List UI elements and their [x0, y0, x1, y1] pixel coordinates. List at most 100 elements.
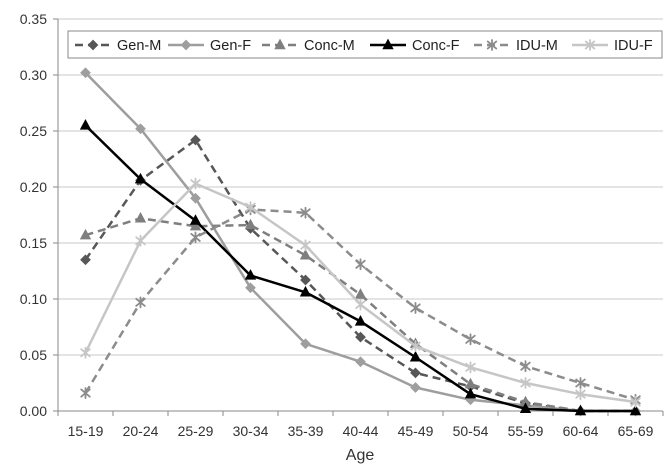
legend-swatch-gen-f: [168, 39, 204, 51]
data-point-conc-f: [189, 214, 202, 225]
x-axis-title: Age: [346, 447, 375, 464]
data-point-conc-m: [244, 218, 257, 230]
data-point-conc-f: [244, 269, 257, 280]
data-point-conc-f: [519, 402, 532, 413]
data-point-idu-f: [520, 377, 531, 389]
data-point-idu-f: [245, 201, 256, 214]
y-tick-label: 0.20: [20, 179, 47, 195]
data-point-idu-m: [300, 206, 311, 219]
x-tick-label: 40-44: [343, 423, 379, 439]
x-tick-label: 35-39: [288, 423, 324, 439]
x-tick-label: 50-54: [453, 423, 489, 439]
data-point-gen-f: [80, 67, 91, 79]
data-point-idu-f: [630, 396, 641, 408]
x-tick-label: 25-29: [178, 423, 214, 439]
data-point-idu-m: [465, 333, 476, 346]
data-point-gen-f: [135, 123, 146, 135]
data-point-idu-f: [135, 234, 146, 247]
legend-label: Conc-M: [304, 38, 355, 54]
legend-marker: [87, 39, 99, 51]
data-point-gen-f: [190, 192, 201, 204]
data-point-conc-m: [79, 228, 92, 240]
data-point-conc-m: [189, 219, 202, 231]
legend-item: IDU-F: [572, 38, 653, 54]
data-point-idu-m: [80, 387, 91, 399]
x-tick-label: 15-19: [68, 423, 104, 439]
series-line-gen-m: [84, 138, 636, 413]
legend-item: Gen-F: [168, 38, 251, 54]
x-tick-label: 45-49: [398, 423, 434, 439]
x-tick-label: 30-34: [233, 423, 269, 439]
legend-marker: [584, 39, 596, 51]
data-point-idu-f: [80, 346, 91, 359]
legend-label: Conc-F: [412, 38, 460, 54]
legend-item: Gen-M: [75, 38, 161, 54]
x-tick-label: 60-64: [563, 423, 599, 439]
data-point-idu-m: [520, 360, 531, 373]
data-point-gen-f: [245, 282, 256, 294]
data-point-gen-f: [410, 382, 421, 393]
legend-swatch-gen-m: [75, 39, 111, 51]
legend-marker: [382, 38, 394, 50]
data-point-idu-f: [300, 239, 311, 252]
legend-item: Conc-F: [370, 38, 460, 54]
data-point-gen-m: [80, 254, 91, 266]
series-layer: [79, 67, 642, 417]
data-point-idu-m: [355, 258, 366, 271]
data-point-conc-f: [299, 285, 312, 297]
legend-swatch-conc-f: [370, 38, 406, 50]
y-tick-label: 0.10: [20, 291, 47, 307]
data-point-conc-f: [464, 387, 477, 399]
data-point-conc-f: [79, 119, 92, 130]
data-point-conc-m: [134, 212, 147, 223]
y-tick-label: 0.25: [20, 123, 47, 139]
data-point-idu-m: [190, 231, 201, 244]
legend-box: [67, 30, 663, 59]
series-line-conc-m: [85, 217, 636, 413]
legend-swatch-conc-m: [262, 38, 298, 50]
data-point-idu-f: [355, 298, 366, 311]
legend-label: Gen-F: [210, 38, 251, 54]
legend-label: Gen-M: [117, 38, 161, 54]
y-tick-label: 0.05: [20, 347, 47, 363]
series-idu-f: [80, 177, 641, 408]
legend-marker: [486, 39, 498, 51]
series-gen-f: [80, 67, 641, 417]
data-point-idu-m: [575, 377, 586, 389]
x-tick-label: 20-24: [123, 423, 159, 439]
data-point-idu-f: [575, 388, 586, 401]
data-point-conc-f: [354, 315, 367, 326]
series-gen-m: [80, 134, 641, 417]
data-point-gen-f: [355, 356, 366, 368]
legend-label: IDU-F: [614, 38, 653, 54]
data-point-idu-f: [190, 177, 201, 190]
data-point-idu-m: [135, 296, 146, 309]
gridlines: [58, 18, 663, 356]
data-point-conc-m: [354, 288, 367, 299]
data-point-conc-f: [134, 172, 147, 184]
legend-swatch-idu-m: [474, 39, 510, 51]
y-tick-label: 0.00: [20, 403, 47, 419]
legend-marker: [274, 38, 286, 50]
data-point-gen-m: [300, 274, 311, 286]
legend-marker: [180, 39, 192, 51]
legend-swatch-idu-f: [572, 39, 608, 51]
legend: Gen-M Gen-F Conc-M Conc-F IDU-M IDU-F: [67, 30, 663, 59]
series-conc-f: [79, 119, 642, 416]
data-point-conc-f: [629, 404, 642, 416]
legend-item: IDU-M: [474, 38, 558, 54]
y-tick-label: 0.15: [20, 235, 47, 251]
axes: 0.00 0.05 0.10 0.15 0.20 0.25 0.30 0.35 15-19 20-…: [20, 11, 664, 439]
data-point-idu-m: [410, 302, 421, 314]
legend-label: IDU-M: [516, 38, 558, 54]
data-point-idu-f: [465, 361, 476, 374]
x-tick-label: 65-69: [618, 423, 654, 439]
x-tick-label: 55-59: [508, 423, 544, 439]
data-point-conc-m: [299, 248, 312, 260]
y-tick-label: 0.30: [20, 67, 47, 83]
data-point-gen-m: [190, 134, 201, 146]
data-point-gen-m: [410, 367, 421, 379]
data-point-gen-f: [300, 338, 311, 350]
